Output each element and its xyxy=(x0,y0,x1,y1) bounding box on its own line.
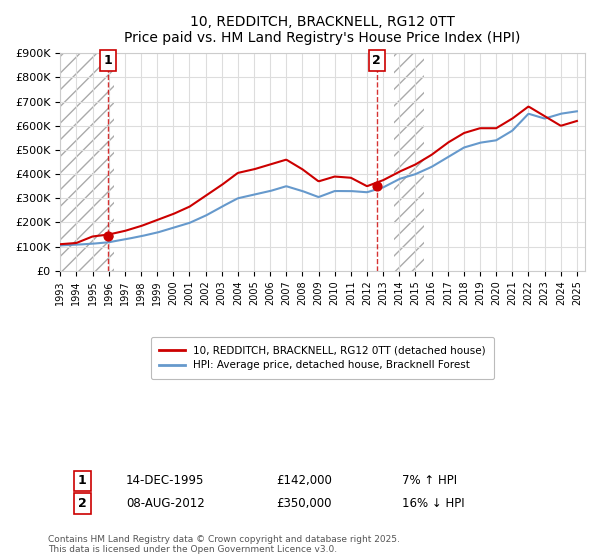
Text: Contains HM Land Registry data © Crown copyright and database right 2025.
This d: Contains HM Land Registry data © Crown c… xyxy=(48,535,400,554)
Text: 2: 2 xyxy=(373,54,381,67)
Point xyxy=(372,182,382,191)
Point xyxy=(103,232,113,241)
Text: £350,000: £350,000 xyxy=(276,497,331,510)
Bar xyxy=(394,53,424,271)
Text: 7% ↑ HPI: 7% ↑ HPI xyxy=(402,474,457,487)
Title: 10, REDDITCH, BRACKNELL, RG12 0TT
Price paid vs. HM Land Registry's House Price : 10, REDDITCH, BRACKNELL, RG12 0TT Price … xyxy=(124,15,521,45)
Text: 16% ↓ HPI: 16% ↓ HPI xyxy=(402,497,464,510)
Bar xyxy=(60,53,113,271)
Text: 1: 1 xyxy=(78,474,87,487)
Text: 1: 1 xyxy=(103,54,112,67)
Legend: 10, REDDITCH, BRACKNELL, RG12 0TT (detached house), HPI: Average price, detached: 10, REDDITCH, BRACKNELL, RG12 0TT (detac… xyxy=(151,337,494,379)
Text: 2: 2 xyxy=(78,497,87,510)
Text: 14-DEC-1995: 14-DEC-1995 xyxy=(126,474,205,487)
Text: £142,000: £142,000 xyxy=(276,474,332,487)
Text: 08-AUG-2012: 08-AUG-2012 xyxy=(126,497,205,510)
